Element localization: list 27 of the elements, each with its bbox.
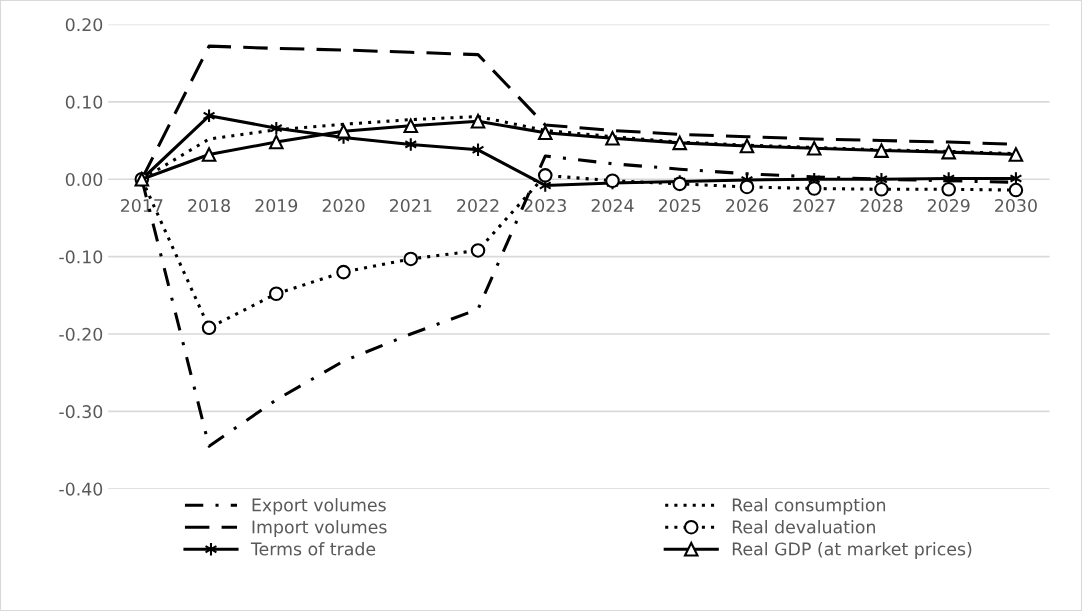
y-tick-label: 0.00 (65, 172, 103, 187)
x-tick-label: 2024 (591, 198, 634, 213)
x-tick-label: 2018 (188, 198, 230, 213)
x-tick-label: 2028 (860, 198, 903, 213)
x-tick-label: 2026 (726, 198, 768, 213)
x-tick-label: 2030 (995, 198, 1037, 213)
legend-label: Import volumes (252, 520, 387, 537)
x-tick-label: 2017 (121, 198, 163, 213)
x-tick-label: 2025 (658, 198, 701, 213)
y-tick-label: -0.10 (59, 250, 103, 264)
x-tick-label: 2027 (793, 198, 835, 213)
y-tick-label: -0.40 (59, 482, 103, 496)
legend-label: Real devaluation (732, 520, 875, 534)
legend-label: Real consumption (732, 498, 886, 515)
x-tick-label: 2023 (524, 198, 566, 213)
legend-label: Export volumes (252, 498, 386, 515)
y-tick-label: -0.20 (59, 327, 103, 341)
x-tick-label: 2019 (255, 198, 298, 213)
legend-label: Real GDP (at market prices) (732, 542, 972, 559)
y-tick-label: 0.20 (65, 18, 103, 32)
y-tick-label: 0.10 (65, 95, 103, 109)
x-tick-label: 2020 (322, 198, 365, 213)
x-tick-label: 2029 (927, 198, 970, 213)
x-tick-label: 2021 (389, 198, 432, 213)
legend-label: Terms of trade (250, 542, 376, 556)
y-tick-label: -0.30 (59, 405, 103, 419)
x-tick-label: 2022 (457, 198, 499, 213)
